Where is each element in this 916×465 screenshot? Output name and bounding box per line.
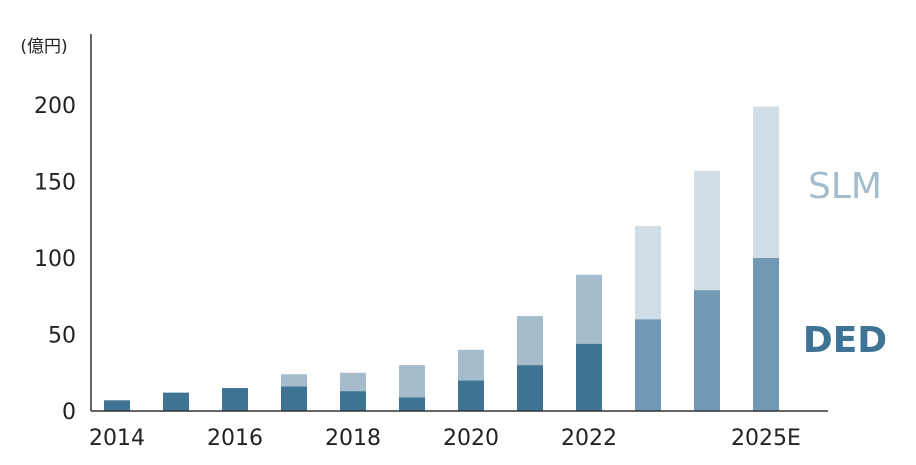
bar-ded-2023 <box>635 319 661 411</box>
bars <box>104 106 779 411</box>
bar-ded-2024 <box>694 290 720 411</box>
bar-ded-2016 <box>222 388 248 411</box>
x-tick-label: 2020 <box>443 426 499 451</box>
x-axis-tick-labels: 2014 2016 2018 2020 2022 2025E <box>89 426 801 451</box>
legend-label-slm: SLM <box>808 166 882 207</box>
bar-ded-2021 <box>517 365 543 411</box>
bar-ded-2020 <box>458 380 484 411</box>
bar-ded-2025E <box>753 258 779 411</box>
bar-slm-2017 <box>281 374 307 387</box>
x-tick-label: 2025E <box>731 426 801 451</box>
bar-ded-2015 <box>163 392 189 411</box>
bar-ded-2022 <box>576 343 602 411</box>
x-tick-label: 2018 <box>325 426 381 451</box>
bar-ded-2019 <box>399 397 425 411</box>
y-tick-label: 100 <box>34 247 76 272</box>
bar-slm-2021 <box>517 316 543 366</box>
bar-ded-2017 <box>281 386 307 411</box>
bar-ded-2014 <box>104 400 130 411</box>
y-tick-label: 50 <box>48 324 76 349</box>
y-tick-label: 200 <box>34 94 76 119</box>
bar-slm-2020 <box>458 349 484 381</box>
bar-slm-2022 <box>576 274 602 344</box>
bar-slm-2019 <box>399 365 425 398</box>
x-tick-label: 2014 <box>89 426 145 451</box>
y-axis-tick-labels: 0 50 100 150 200 <box>34 94 76 425</box>
y-axis-unit-label: (億円) <box>20 37 67 57</box>
bar-ded-2018 <box>340 391 366 411</box>
y-tick-label: 150 <box>34 171 76 196</box>
bar-slm-2025E <box>753 106 779 258</box>
bar-slm-2018 <box>340 372 366 392</box>
legend-label-ded: DED <box>803 320 887 361</box>
y-tick-label: 0 <box>62 400 76 425</box>
x-tick-label: 2022 <box>561 426 617 451</box>
bar-slm-2023 <box>635 225 661 320</box>
bar-slm-2024 <box>694 170 720 291</box>
x-tick-label: 2016 <box>207 426 263 451</box>
